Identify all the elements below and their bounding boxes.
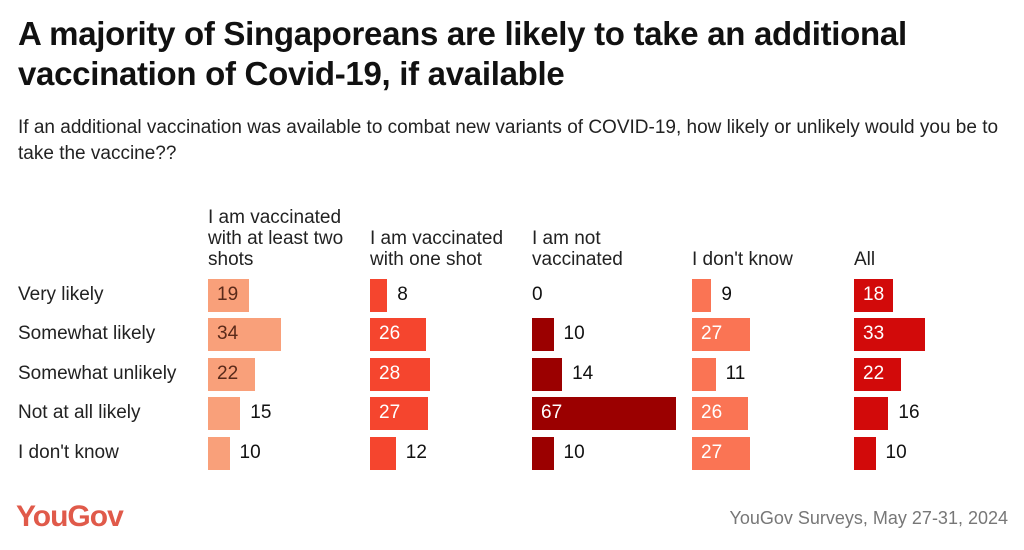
value-label: 67	[541, 402, 563, 423]
value-label: 0	[532, 284, 543, 305]
bar	[692, 279, 712, 312]
value-label: 8	[397, 284, 408, 305]
value-label: 27	[379, 402, 401, 423]
column-header: I am vaccinated with one shot	[370, 228, 504, 270]
value-label: 14	[572, 363, 594, 384]
bar	[854, 279, 893, 312]
row-label: I don't know	[18, 442, 119, 463]
bar	[370, 397, 429, 430]
chart-subtitle: If an additional vaccination was availab…	[18, 117, 999, 164]
bar	[370, 358, 431, 391]
bar	[208, 397, 241, 430]
value-label: 15	[250, 402, 272, 423]
row-label: Somewhat likely	[18, 323, 156, 344]
bar	[208, 318, 282, 351]
value-label: 26	[701, 402, 723, 423]
value-label: 22	[863, 363, 885, 384]
value-label: 28	[379, 363, 401, 384]
value-label: 12	[405, 442, 427, 463]
value-label: 22	[217, 363, 239, 384]
bar	[532, 318, 554, 351]
value-label: 18	[863, 284, 885, 305]
value-label: 16	[898, 402, 920, 423]
bar	[532, 397, 677, 430]
value-label: 10	[563, 323, 585, 344]
bar	[370, 279, 388, 312]
bar	[854, 437, 876, 470]
bar	[208, 358, 256, 391]
bar	[692, 437, 751, 470]
bar	[692, 358, 716, 391]
bar	[854, 318, 925, 351]
column-header: I don't know	[692, 249, 793, 270]
column-header: I am vaccinated with at least two shots	[208, 207, 344, 270]
bar	[370, 437, 396, 470]
value-label: 11	[725, 363, 746, 384]
bar	[692, 397, 748, 430]
column-header: I am not vaccinated	[532, 228, 623, 270]
source-note: YouGov Surveys, May 27-31, 2024	[729, 508, 1009, 528]
bar	[208, 279, 249, 312]
bar	[208, 437, 230, 470]
bar	[532, 437, 554, 470]
bar	[532, 358, 563, 391]
bar	[692, 318, 751, 351]
value-label: 10	[885, 442, 907, 463]
bar	[370, 318, 426, 351]
value-label: 27	[701, 442, 723, 463]
row-label: Not at all likely	[18, 402, 141, 423]
column-header: All	[854, 249, 876, 270]
value-label: 9	[721, 284, 732, 305]
value-label: 33	[863, 323, 885, 344]
value-label: 10	[563, 442, 585, 463]
value-label: 10	[239, 442, 261, 463]
row-label: Very likely	[18, 284, 104, 305]
yougov-logo: YouGov	[16, 500, 124, 533]
bar	[854, 397, 889, 430]
value-label: 26	[379, 323, 401, 344]
value-label: 19	[217, 284, 239, 305]
row-label: Somewhat unlikely	[18, 363, 177, 384]
chart-title: A majority of Singaporeans are likely to…	[18, 15, 907, 92]
bar	[854, 358, 902, 391]
value-label: 27	[701, 323, 723, 344]
value-label: 34	[217, 323, 239, 344]
